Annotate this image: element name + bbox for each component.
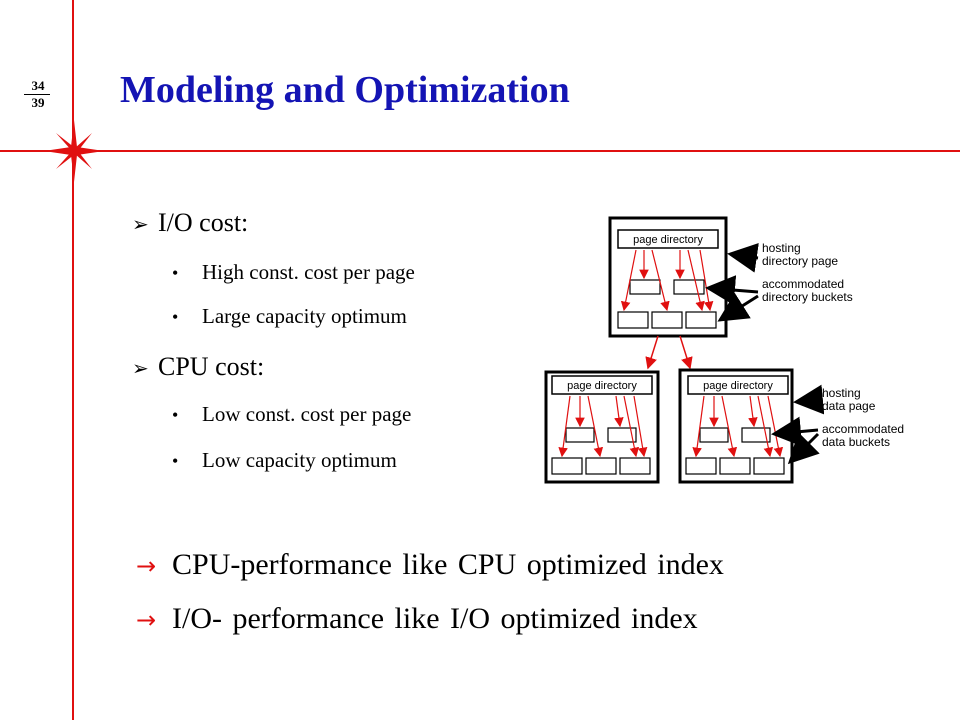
list-item: • Large capacity optimum <box>172 304 407 329</box>
annotation-hosting-data-2: data page <box>822 399 876 413</box>
annotation-hosting-dir-2: directory page <box>762 254 838 268</box>
right-arrow-icon: → <box>136 606 157 634</box>
list-item-text: Low const. cost per page <box>202 402 412 426</box>
conclusion-io: → I/O- performance like I/O optimized ind… <box>136 602 698 636</box>
list-item: • Low const. cost per page <box>172 402 411 427</box>
directory-page-top: page directory <box>608 216 728 338</box>
vertical-accent-line <box>72 0 74 720</box>
red-star-icon <box>44 120 104 182</box>
conclusion-cpu: → CPU-performance like CPU optimized inde… <box>136 548 724 582</box>
bullet-dot-icon: • <box>172 405 179 425</box>
section-label: I/O cost: <box>158 208 249 237</box>
bullet-dot-icon: • <box>172 307 179 327</box>
data-page-right: page directory <box>678 368 794 484</box>
page-directory-label: page directory <box>633 234 703 246</box>
bullet-dot-icon: • <box>172 451 179 471</box>
list-item-text: Large capacity optimum <box>202 304 407 328</box>
list-item-text: Low capacity optimum <box>202 448 397 472</box>
page-number-divider <box>24 94 50 95</box>
right-arrow-icon: → <box>136 552 157 580</box>
annotation-accom-data-1: accommodated <box>822 422 904 436</box>
list-item: • High const. cost per page <box>172 260 415 285</box>
slide-title: Modeling and Optimization <box>120 69 570 111</box>
annotation-accom-data-2: data buckets <box>822 435 890 449</box>
bullet-dot-icon: • <box>172 263 179 283</box>
index-structure-diagram: page directory page directory <box>544 216 904 484</box>
list-item: • Low capacity optimum <box>172 448 397 473</box>
diagram-annotations: hosting directory page accommodated dire… <box>762 241 904 449</box>
annotation-hosting-data-1: hosting <box>822 386 861 400</box>
horizontal-accent-line <box>0 150 960 152</box>
section-cpu-cost: ➢ CPU cost: <box>132 352 264 382</box>
list-item-text: High const. cost per page <box>202 260 415 284</box>
arrow-bullet-icon: ➢ <box>132 212 149 236</box>
conclusion-text: I/O- performance like I/O optimized inde… <box>172 602 698 635</box>
annotation-accom-dir-1: accommodated <box>762 277 844 291</box>
page-directory-label: page directory <box>567 380 637 392</box>
annotation-hosting-dir-1: hosting <box>762 241 801 255</box>
conclusion-text: CPU-performance like CPU optimized index <box>172 548 724 581</box>
page-number-total: 39 <box>31 95 45 110</box>
page-number-current: 34 <box>31 78 45 93</box>
section-label: CPU cost: <box>158 352 265 381</box>
data-page-left: page directory <box>544 370 660 484</box>
page-directory-label: page directory <box>703 380 773 392</box>
annotation-accom-dir-2: directory buckets <box>762 290 853 304</box>
section-io-cost: ➢ I/O cost: <box>132 208 248 238</box>
arrow-bullet-icon: ➢ <box>132 356 149 380</box>
